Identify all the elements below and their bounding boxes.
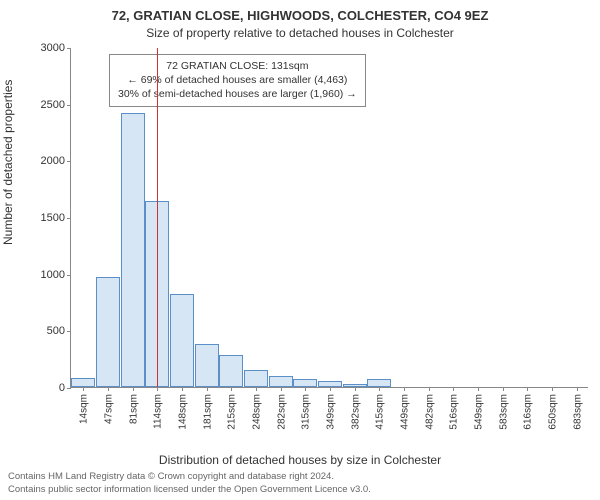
x-tick-mark bbox=[231, 387, 232, 391]
x-tick-label: 148sqm bbox=[176, 394, 189, 430]
y-tick-mark bbox=[67, 275, 71, 276]
chart-title: 72, GRATIAN CLOSE, HIGHWOODS, COLCHESTER… bbox=[0, 8, 600, 23]
x-tick-label: 282sqm bbox=[274, 394, 287, 430]
y-tick-label: 1500 bbox=[25, 212, 71, 224]
x-tick-label: 650sqm bbox=[546, 394, 559, 430]
histogram-bar bbox=[293, 379, 317, 387]
x-tick-mark bbox=[182, 387, 183, 391]
callout-box: 72 GRATIAN CLOSE: 131sqm ← 69% of detach… bbox=[109, 54, 366, 107]
y-axis-label: Number of detached properties bbox=[1, 80, 15, 245]
x-tick-mark bbox=[281, 387, 282, 391]
x-tick-mark bbox=[453, 387, 454, 391]
x-tick-label: 114sqm bbox=[151, 394, 164, 429]
x-tick-label: 349sqm bbox=[324, 394, 337, 430]
y-tick-label: 2500 bbox=[25, 99, 71, 111]
reference-line bbox=[157, 48, 158, 387]
x-tick-label: 449sqm bbox=[398, 394, 411, 430]
y-tick-label: 500 bbox=[25, 325, 71, 337]
x-tick-label: 14sqm bbox=[77, 394, 90, 424]
x-tick-mark bbox=[157, 387, 158, 391]
x-tick-label: 181sqm bbox=[200, 394, 213, 430]
x-tick-mark bbox=[429, 387, 430, 391]
plot-area: 72 GRATIAN CLOSE: 131sqm ← 69% of detach… bbox=[70, 48, 588, 388]
x-tick-mark bbox=[478, 387, 479, 391]
histogram-bar bbox=[244, 370, 268, 387]
x-tick-label: 583sqm bbox=[496, 394, 509, 430]
x-tick-label: 315sqm bbox=[299, 394, 312, 430]
y-tick-mark bbox=[67, 218, 71, 219]
histogram-bar bbox=[71, 378, 95, 387]
histogram-bar bbox=[170, 294, 194, 387]
x-tick-mark bbox=[207, 387, 208, 391]
footer-attribution: Contains HM Land Registry data © Crown c… bbox=[8, 471, 371, 496]
x-tick-mark bbox=[108, 387, 109, 391]
x-tick-label: 382sqm bbox=[348, 394, 361, 430]
x-tick-mark bbox=[577, 387, 578, 391]
x-tick-label: 215sqm bbox=[225, 394, 238, 430]
y-tick-mark bbox=[67, 161, 71, 162]
footer-line-1: Contains HM Land Registry data © Crown c… bbox=[8, 471, 371, 483]
x-axis-label: Distribution of detached houses by size … bbox=[0, 453, 600, 467]
chart-subtitle: Size of property relative to detached ho… bbox=[0, 26, 600, 40]
y-tick-mark bbox=[67, 105, 71, 106]
x-tick-mark bbox=[330, 387, 331, 391]
x-tick-label: 616sqm bbox=[521, 394, 534, 430]
callout-line-2: ← 69% of detached houses are smaller (4,… bbox=[118, 73, 357, 87]
y-tick-label: 2000 bbox=[25, 155, 71, 167]
y-tick-mark bbox=[67, 48, 71, 49]
x-tick-mark bbox=[404, 387, 405, 391]
x-tick-mark bbox=[355, 387, 356, 391]
x-tick-label: 683sqm bbox=[570, 394, 583, 430]
x-tick-label: 482sqm bbox=[422, 394, 435, 430]
histogram-bar bbox=[96, 277, 120, 387]
x-tick-mark bbox=[527, 387, 528, 391]
x-tick-label: 549sqm bbox=[472, 394, 485, 430]
callout-line-1: 72 GRATIAN CLOSE: 131sqm bbox=[118, 59, 357, 73]
x-tick-label: 415sqm bbox=[373, 394, 386, 430]
histogram-bar bbox=[269, 376, 293, 387]
histogram-bar bbox=[367, 379, 391, 387]
y-tick-label: 3000 bbox=[25, 42, 71, 54]
callout-line-3: 30% of semi-detached houses are larger (… bbox=[118, 87, 357, 101]
x-tick-mark bbox=[305, 387, 306, 391]
x-tick-label: 81sqm bbox=[126, 394, 139, 424]
x-tick-mark bbox=[256, 387, 257, 391]
figure-root: 72, GRATIAN CLOSE, HIGHWOODS, COLCHESTER… bbox=[0, 0, 600, 500]
y-tick-mark bbox=[67, 331, 71, 332]
x-tick-mark bbox=[503, 387, 504, 391]
x-tick-label: 516sqm bbox=[447, 394, 460, 430]
x-tick-mark bbox=[379, 387, 380, 391]
histogram-bar bbox=[121, 113, 145, 387]
y-tick-mark bbox=[67, 388, 71, 389]
histogram-bar bbox=[195, 344, 219, 387]
x-tick-mark bbox=[133, 387, 134, 391]
histogram-bar bbox=[219, 355, 243, 387]
footer-line-2: Contains public sector information licen… bbox=[8, 484, 371, 496]
x-tick-mark bbox=[83, 387, 84, 391]
x-tick-label: 248sqm bbox=[250, 394, 263, 430]
x-tick-mark bbox=[552, 387, 553, 391]
y-tick-label: 0 bbox=[25, 382, 71, 394]
x-tick-label: 47sqm bbox=[102, 394, 115, 424]
y-tick-label: 1000 bbox=[25, 269, 71, 281]
